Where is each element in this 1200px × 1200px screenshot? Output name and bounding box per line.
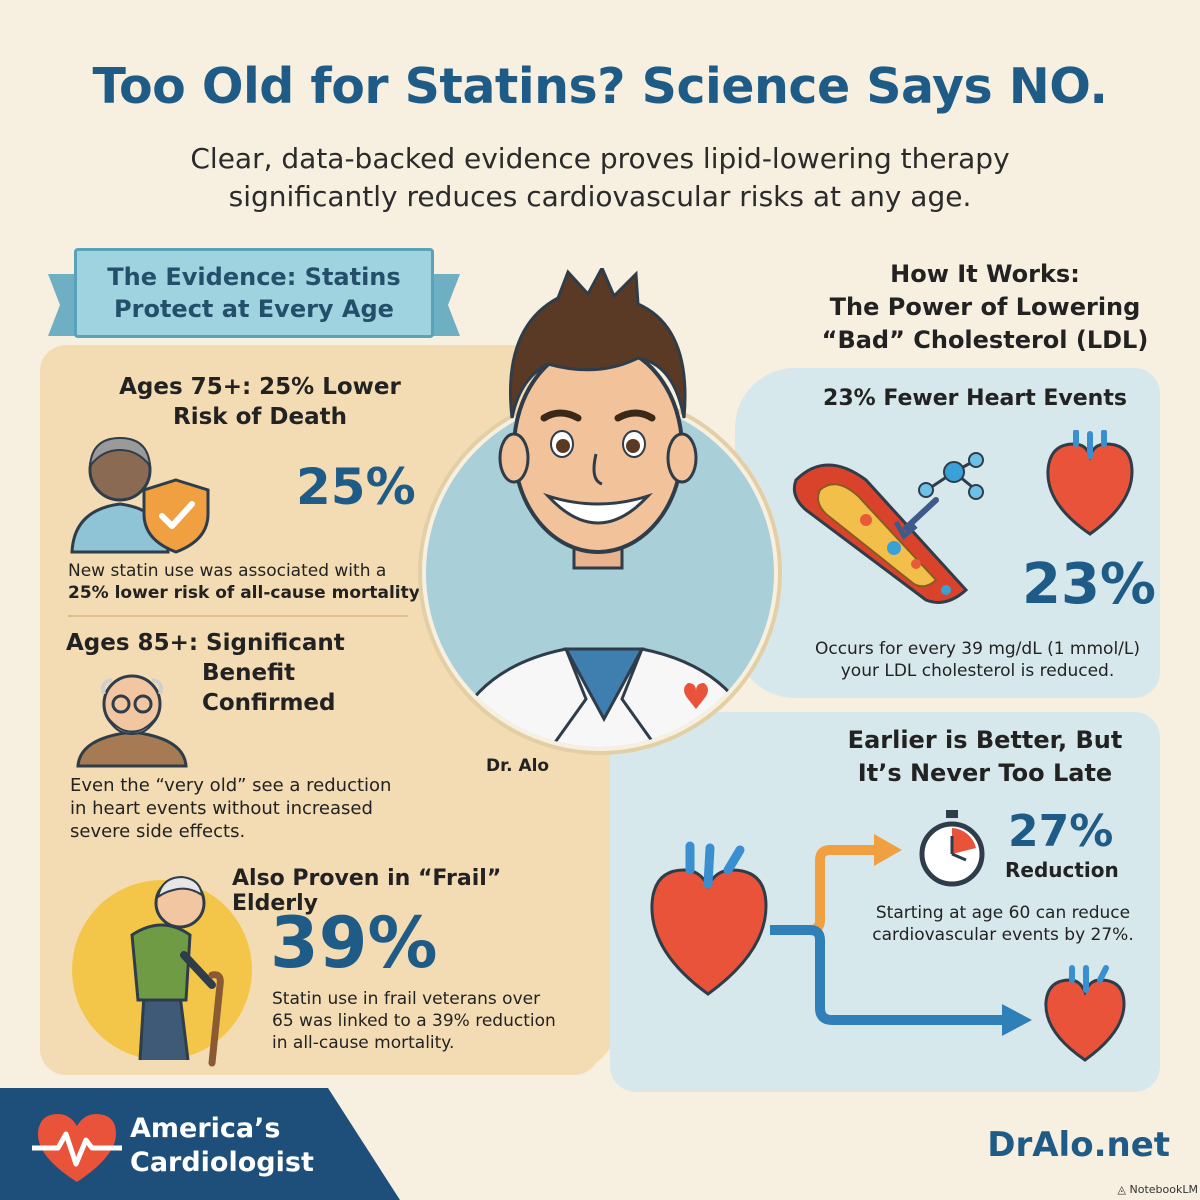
- doctor-head-icon: [498, 268, 698, 570]
- fewer-events-heading: 23% Fewer Heart Events: [823, 386, 1127, 411]
- senior-shield-icon: [70, 436, 210, 554]
- page-subtitle: Clear, data-backed evidence proves lipid…: [100, 140, 1100, 216]
- doctor-name-badge: Dr. Alo: [486, 756, 550, 776]
- earlier-text-line-2: cardiovascular events by 27%.: [872, 925, 1134, 945]
- age75-heading-line-2: Risk of Death: [173, 404, 347, 430]
- evidence-ribbon: The Evidence: Statins Protect at Every A…: [48, 248, 460, 352]
- age85-text: Even the “very old” see a reduction in h…: [70, 774, 430, 843]
- age85-text-line-1: Even the “very old” see a reduction: [70, 775, 392, 796]
- earlier-heading-line-1: Earlier is Better, But: [847, 726, 1123, 754]
- frail-heading: Also Proven in “Frail” Elderly: [232, 866, 502, 916]
- earlier-heading-line-2: It’s Never Too Late: [857, 759, 1113, 787]
- fewer-events-stat: 23%: [1022, 552, 1157, 617]
- small-heart-icon: [1044, 965, 1126, 1062]
- fewer-text-line-1: Occurs for every 39 mg/dL (1 mmol/L): [814, 639, 1141, 659]
- credit-icon: ◬: [1117, 1183, 1130, 1196]
- fewer-text-line-2: your LDL cholesterol is reduced.: [840, 661, 1115, 681]
- subtitle-line-1: Clear, data-backed evidence proves lipid…: [190, 142, 1010, 175]
- large-heart-icon: [650, 841, 768, 996]
- earlier-stat: 27%: [1008, 806, 1114, 857]
- heart-icon: [1046, 430, 1134, 536]
- age85-text-line-3: severe side effects.: [70, 821, 246, 842]
- age85-text-line-2: in heart events without increased: [70, 798, 373, 819]
- frail-text-line-1: Statin use in frail veterans over: [272, 989, 541, 1009]
- ribbon-label: The Evidence: Statins Protect at Every A…: [74, 248, 434, 338]
- fewer-events-text: Occurs for every 39 mg/dL (1 mmol/L) you…: [800, 638, 1155, 682]
- frail-text-line-3: in all-cause mortality.: [272, 1033, 455, 1053]
- brand-line-2: Cardiologist: [130, 1147, 314, 1178]
- age85-heading-line-2: Benefit: [202, 660, 296, 686]
- age75-text-line-2: 25% lower risk of all-cause mortality.: [68, 583, 425, 603]
- earlier-stat-label: Reduction: [1005, 858, 1119, 882]
- timeline-arrows: [770, 834, 1032, 1036]
- frail-elder-cane-icon: [72, 875, 252, 1067]
- how-heading-line-2: The Power of Lowering: [829, 293, 1141, 321]
- frail-stat: 39%: [270, 902, 438, 984]
- ribbon-line-2: Protect at Every Age: [114, 295, 394, 323]
- age75-heading-line-1: Ages 75+: 25% Lower: [119, 374, 401, 400]
- earlier-text-line-1: Starting at age 60 can reduce: [875, 903, 1131, 923]
- age85-heading-line-1: Ages 85+: Significant: [66, 630, 345, 656]
- how-heading-line-1: How It Works:: [890, 260, 1080, 288]
- frail-text: Statin use in frail veterans over 65 was…: [272, 988, 592, 1054]
- ribbon-line-1: The Evidence: Statins: [107, 263, 401, 291]
- credit-label: ◬ NotebookLM: [1080, 1183, 1198, 1196]
- subtitle-line-2: significantly reduces cardiovascular ris…: [228, 180, 972, 213]
- age85-heading: Ages 85+: Significant Benefit Confirmed: [66, 628, 366, 718]
- age75-text-line-1: New statin use was associated with a: [68, 561, 387, 581]
- age75-text: New statin use was associated with a 25%…: [68, 560, 448, 604]
- how-it-works-heading: How It Works: The Power of Lowering “Bad…: [770, 258, 1200, 357]
- section-divider: [68, 615, 408, 617]
- heartbeat-logo-icon: [32, 1114, 122, 1182]
- age75-heading: Ages 75+: 25% Lower Risk of Death: [60, 372, 460, 432]
- credit-text: NotebookLM: [1129, 1183, 1198, 1196]
- page-title: Too Old for Statins? Science Says NO.: [92, 58, 1108, 115]
- brand-line-1: America’s: [130, 1113, 281, 1144]
- how-heading-line-3: “Bad” Cholesterol (LDL): [821, 326, 1149, 354]
- age75-stat: 25%: [296, 458, 416, 516]
- stopwatch-icon: [919, 810, 985, 887]
- frail-text-line-2: 65 was linked to a 39% reduction: [272, 1011, 556, 1031]
- elderly-man-icon: [76, 674, 188, 768]
- earlier-text: Starting at age 60 can reduce cardiovasc…: [858, 902, 1148, 946]
- site-url: DrAlo.net: [987, 1125, 1170, 1165]
- earlier-heading: Earlier is Better, But It’s Never Too La…: [790, 724, 1180, 790]
- ldl-molecule-icon: [918, 452, 984, 500]
- age85-heading-line-3: Confirmed: [202, 690, 336, 716]
- brand-name: America’s Cardiologist: [130, 1112, 370, 1180]
- artery-plaque-icon: [792, 463, 969, 604]
